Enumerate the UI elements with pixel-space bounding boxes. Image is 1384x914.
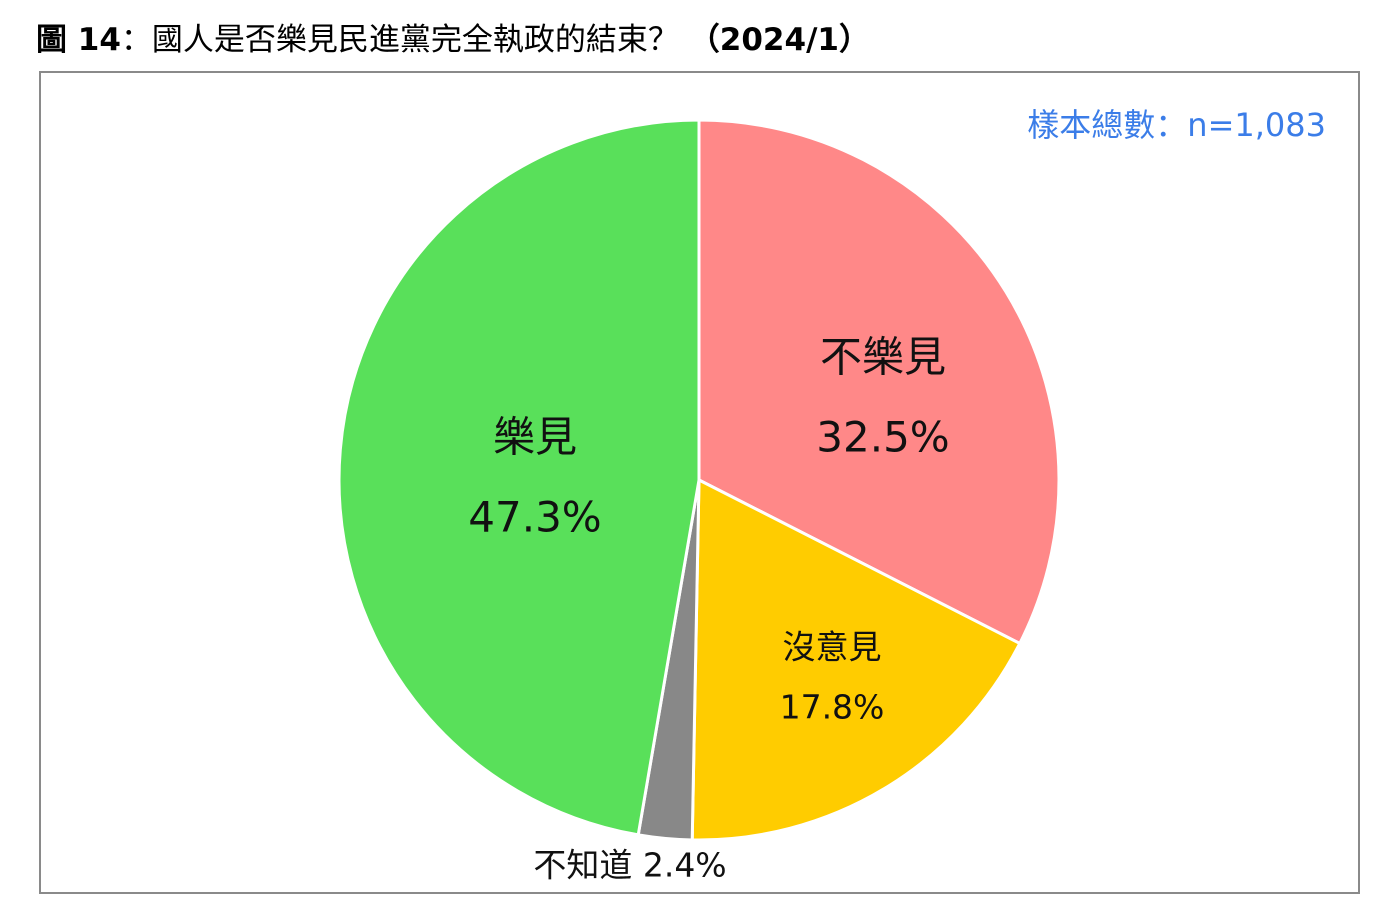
pie-slice-1 (697, 118, 1061, 645)
slice-name-label-2: 沒意見 (783, 628, 882, 667)
slice-value-label-4: 47.3% (468, 493, 601, 542)
slice-value-label-3: 2.4% (643, 846, 727, 885)
slice-name-label-4: 樂見 (493, 413, 577, 462)
pie-slice-2 (690, 478, 1022, 842)
figure-title: 圖 14：國人是否樂見民進黨完全執政的結束？ （2024/1） (36, 16, 870, 64)
figure-question: ：國人是否樂見民進黨完全執政的結束？ (120, 22, 679, 58)
slice-name-label-3: 不知道 (533, 846, 643, 885)
slice-name-label-1: 不樂見 (820, 333, 946, 382)
slice-value-label-2: 17.8% (780, 688, 885, 727)
sample-size-note: 樣本總數：n=1,083 (1027, 106, 1326, 144)
pie-slice-4 (337, 118, 701, 837)
figure-date: （2024/1） (688, 22, 870, 58)
figure-number: 圖 14 (36, 22, 121, 58)
slice-value-label-1: 32.5% (816, 413, 949, 462)
slice-label-outside-3: 不知道 2.4% (533, 846, 726, 885)
